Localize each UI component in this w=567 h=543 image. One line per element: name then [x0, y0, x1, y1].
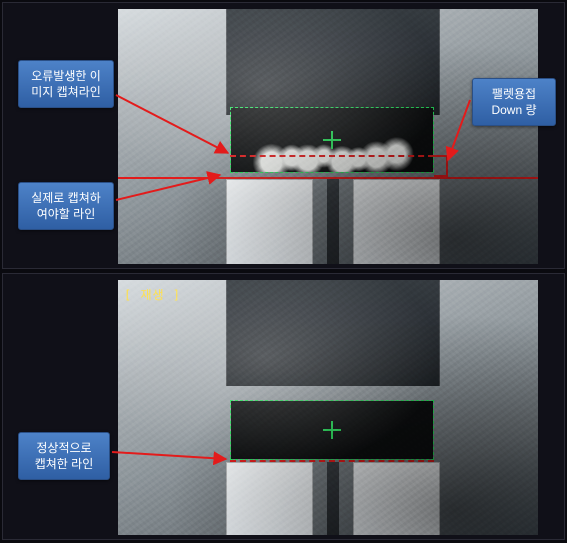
window-left	[226, 179, 313, 264]
bright-windows	[226, 179, 440, 264]
callout-normal-line: 정상적으로 캡쳐한 라인	[18, 432, 110, 480]
monitor-view-bottom: [ 재생 ]	[118, 280, 538, 535]
panel-normal-case: [ 재생 ]	[2, 273, 565, 540]
hud-replay-label: [ 재생 ]	[124, 286, 181, 303]
monitor-view-top	[118, 9, 538, 264]
center-pillar	[327, 462, 338, 535]
fixture-block	[226, 280, 440, 386]
window-right	[353, 462, 440, 535]
callout-actual-line: 실제로 캡쳐하 여야할 라인	[18, 182, 114, 230]
fixture-block	[226, 9, 440, 115]
error-capture-line	[230, 155, 434, 157]
roi-rect-bottom	[230, 400, 434, 460]
callout-error-line: 오류발생한 이 미지 캡쳐라인	[18, 60, 114, 108]
roi-fill	[231, 401, 433, 459]
roi-fill	[231, 108, 433, 172]
roi-rect-top	[230, 107, 434, 173]
pellet-down-gap	[434, 155, 448, 177]
correct-capture-line	[118, 177, 538, 179]
callout-pellet-down: 팰렛용접 Down 량	[472, 78, 556, 126]
center-pillar	[327, 179, 338, 264]
window-right	[353, 179, 440, 264]
window-left	[226, 462, 313, 535]
normal-capture-line	[230, 460, 434, 462]
bright-windows	[226, 462, 440, 535]
